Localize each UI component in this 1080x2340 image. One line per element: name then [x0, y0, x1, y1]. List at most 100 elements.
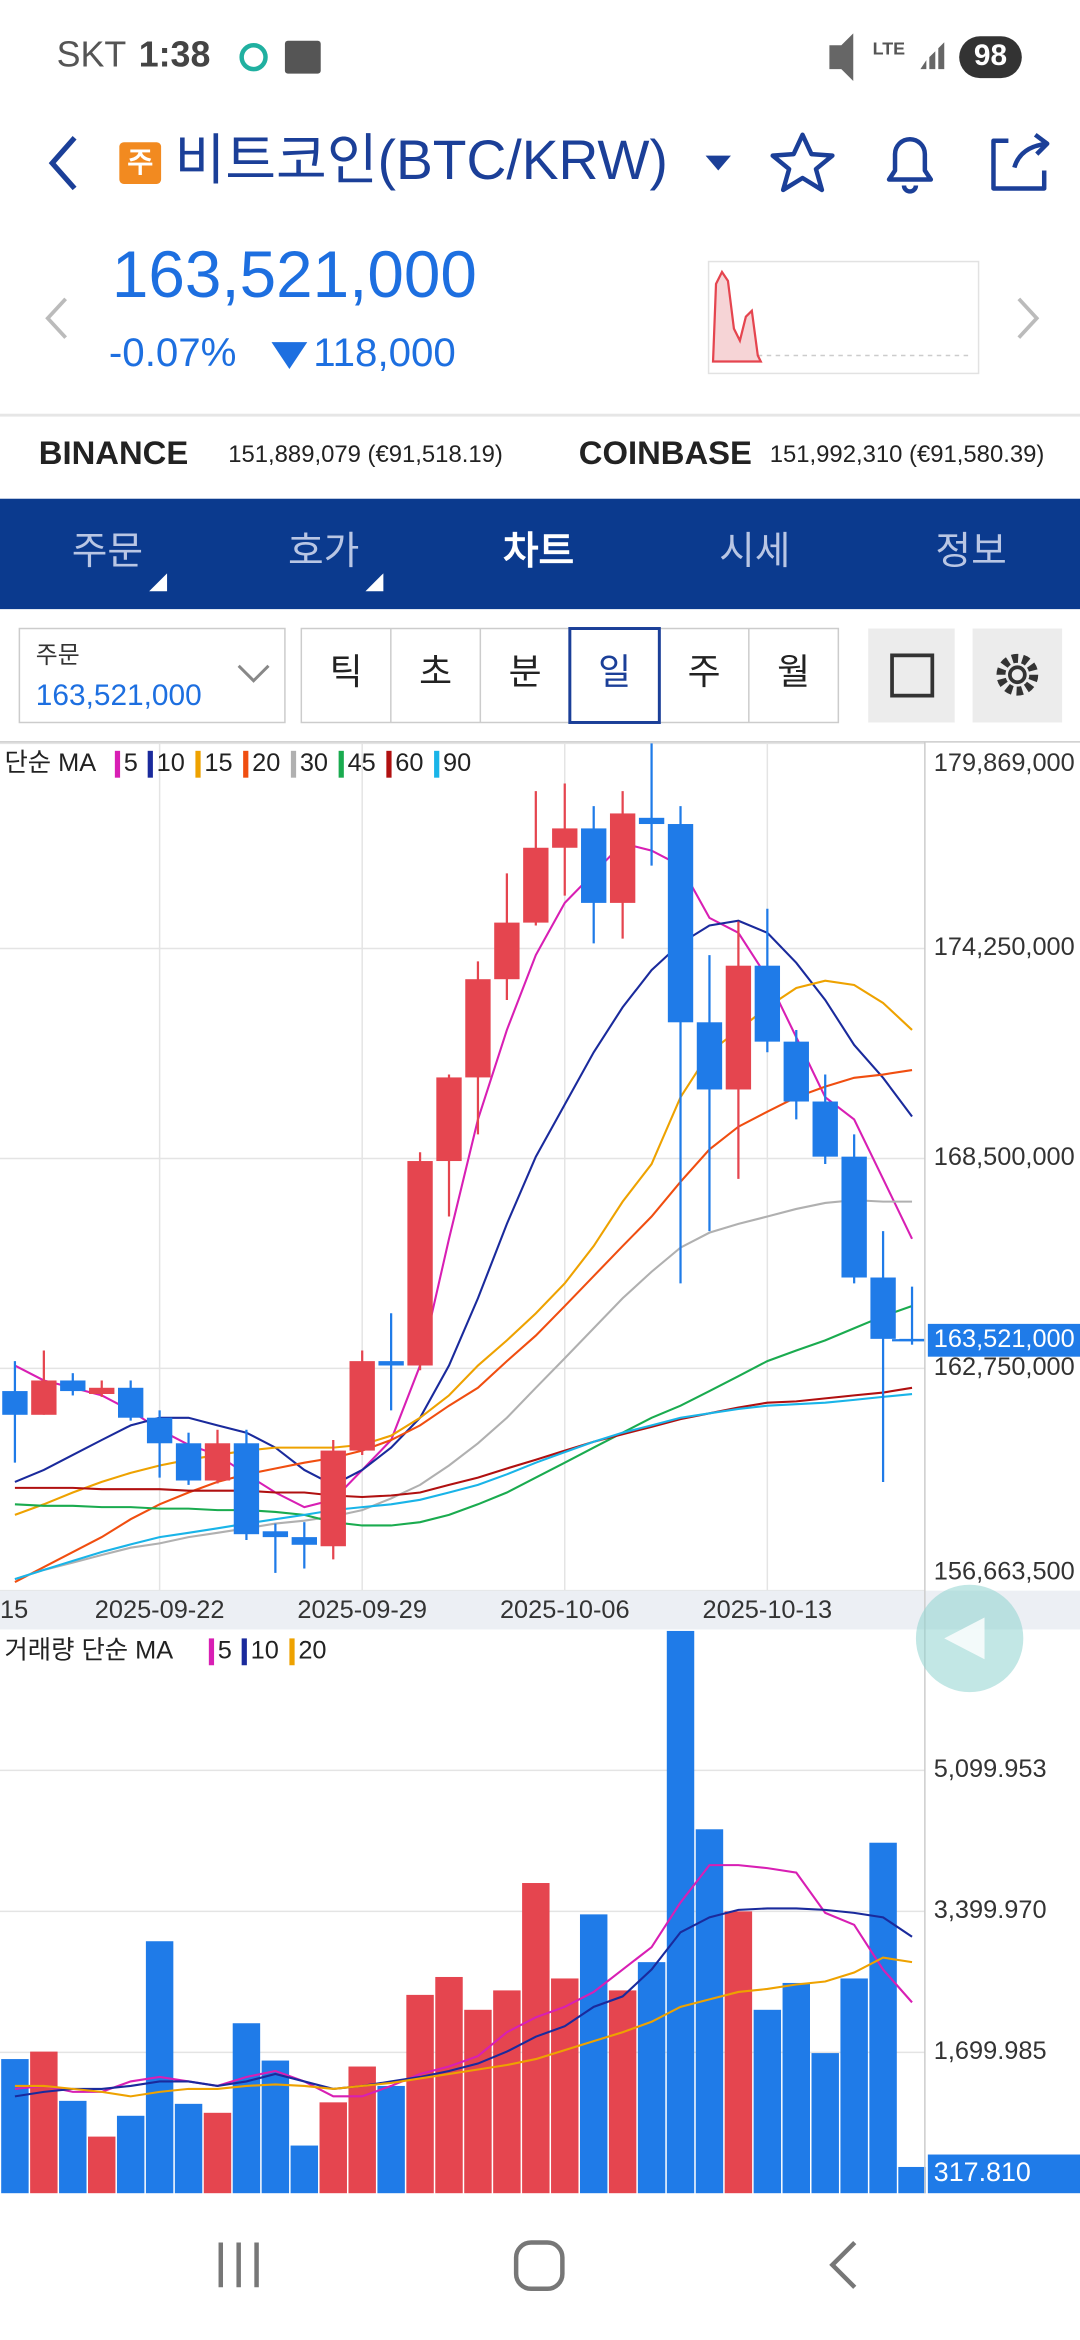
back-button[interactable]: [48, 136, 77, 191]
volume-bar: [88, 2136, 116, 2194]
x-tick-label: 2025-09-29: [297, 1596, 427, 1624]
legend-swatch: [114, 750, 121, 778]
volume-bar: [406, 1994, 434, 2194]
battery-level: 98: [974, 39, 1007, 72]
legend-title: 단순 MA: [4, 749, 96, 777]
period-button[interactable]: 월: [777, 652, 810, 692]
tab-active[interactable]: 차트: [503, 530, 574, 573]
order-chevron: [237, 664, 270, 683]
current-label: 163,521,000: [934, 1325, 1075, 1353]
recent-button[interactable]: [218, 2242, 259, 2288]
date-band: [0, 1590, 1080, 1630]
candle-body: [754, 965, 781, 1042]
candle-body: [523, 847, 549, 923]
period-button[interactable]: 틱: [330, 652, 363, 692]
volume-bar: [724, 1911, 753, 2194]
legend-label: 60: [395, 749, 423, 777]
carrier: SKT: [57, 35, 127, 75]
clock: 1:38: [139, 35, 211, 75]
volume-bar: [898, 2166, 926, 2194]
coin-title[interactable]: 비트코인(BTC/KRW): [175, 129, 668, 191]
volume-bar: [464, 2009, 492, 2194]
y-tick-label: 162,750,000: [934, 1353, 1075, 1381]
volume-bar: [522, 1883, 550, 2194]
legend-label: 90: [443, 749, 471, 777]
tab-bar: [0, 498, 1080, 610]
change: 118,000: [313, 330, 456, 375]
volume-bar: [145, 1941, 174, 2194]
volume-bar: [116, 2115, 145, 2194]
volume-bar: [1, 2059, 29, 2194]
tab[interactable]: 정보: [935, 530, 1006, 573]
candle-body: [117, 1387, 144, 1418]
ma-line: [14, 1907, 913, 2098]
volume-bar: [377, 2085, 405, 2194]
volume-bar: [840, 1978, 868, 2194]
prev-button[interactable]: [45, 297, 68, 339]
volume-bar: [59, 2100, 87, 2194]
volume-bar: [493, 1990, 521, 2194]
candle-body: [146, 1417, 173, 1444]
share-button[interactable]: [991, 132, 1050, 191]
candle-body: [378, 1361, 404, 1366]
battery: [959, 36, 1022, 79]
y-tick-label: 179,869,000: [934, 749, 1075, 777]
network: LTE: [873, 38, 906, 58]
period-button[interactable]: 초: [419, 652, 452, 692]
candle-body: [262, 1531, 289, 1538]
home-button[interactable]: [513, 2240, 565, 2292]
candle-body: [725, 965, 752, 1090]
candle-body: [696, 1022, 723, 1090]
legend-swatch: [434, 750, 440, 778]
tab[interactable]: 시세: [719, 530, 790, 573]
volume-bar: [637, 1962, 666, 2194]
mute-icon: [829, 33, 854, 82]
candle-body: [175, 1443, 202, 1481]
volume-bar: [579, 1914, 608, 2194]
volume-chart: 1,699.985 3,399.970 5,099.953 317.810 거래량 단순…: [0, 1630, 1080, 2194]
volume-bar: [811, 2053, 839, 2194]
candle-body: [870, 1277, 896, 1339]
legend-label: 5: [124, 749, 138, 777]
y-tick-label: 168,500,000: [934, 1143, 1075, 1171]
period-button[interactable]: 일: [598, 652, 631, 692]
status-icon: [239, 43, 268, 72]
dropdown-icon[interactable]: [705, 155, 731, 171]
candle-body: [204, 1443, 231, 1481]
ma-line: [14, 1069, 913, 1583]
candle-body: [494, 922, 520, 980]
nav-bar: [0, 2193, 1080, 2340]
legend-label: 10: [251, 1637, 279, 1665]
volume-bar: [232, 2023, 261, 2194]
next-button[interactable]: [1017, 297, 1040, 339]
y-tick-label: 5,099.953: [934, 1755, 1047, 1783]
volume-bar: [551, 1978, 579, 2194]
candle-body: [783, 1041, 809, 1102]
period-button[interactable]: 주: [688, 652, 721, 692]
volume-bar: [30, 2051, 58, 2194]
volume-bar: [782, 1982, 810, 2194]
x-tick-label: 15: [0, 1596, 28, 1624]
settings-button[interactable]: [972, 628, 1063, 723]
legend-title: 거래량 단순 MA: [4, 1637, 173, 1665]
nav-back-button[interactable]: [829, 2240, 857, 2289]
layout-button[interactable]: [868, 628, 955, 723]
ma-line: [14, 1199, 913, 1581]
tab[interactable]: 호가: [288, 530, 359, 573]
legend-label: 5: [218, 1637, 232, 1665]
legend-label: 45: [348, 749, 376, 777]
tab[interactable]: 주문: [72, 530, 143, 573]
x-tick-label: 2025-10-13: [703, 1596, 833, 1624]
alert-button[interactable]: [886, 137, 934, 194]
candle-body: [349, 1361, 375, 1451]
favorite-button[interactable]: [770, 132, 835, 193]
candle-body: [2, 1391, 28, 1415]
candle-body: [609, 813, 636, 903]
ma-line: [14, 1305, 913, 1527]
tab-indicator: [365, 573, 384, 592]
order-box[interactable]: [18, 627, 286, 724]
candle-body: [291, 1537, 317, 1545]
x-tick-label: 2025-09-22: [95, 1596, 225, 1624]
period-button[interactable]: 분: [509, 652, 542, 692]
